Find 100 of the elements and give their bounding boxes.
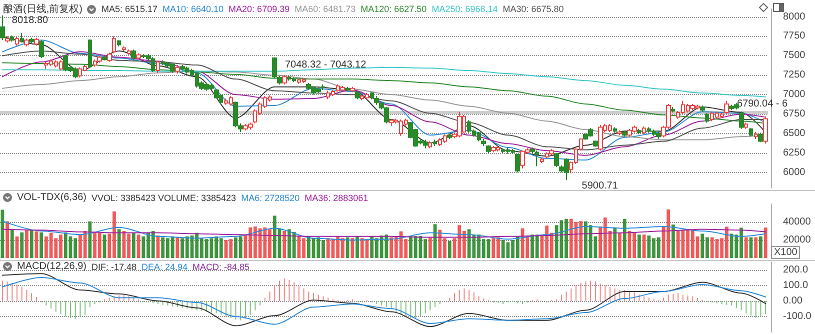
candlestick	[486, 144, 491, 154]
candlestick	[345, 86, 350, 92]
bar	[0, 210, 4, 258]
chart-title: VOL-TDX(6,36)	[17, 192, 86, 203]
candlestick	[24, 38, 29, 47]
y-tick-label: 6750	[783, 108, 806, 120]
text: MA20: 6709.39	[228, 4, 290, 14]
bar	[448, 240, 452, 258]
candlestick	[102, 55, 107, 61]
candlestick	[617, 130, 622, 136]
y-tick-label: 200.0	[783, 264, 808, 276]
text: MA6: 2728520	[241, 192, 300, 202]
candlestick	[15, 36, 19, 46]
text: DIF: -17.48	[91, 262, 136, 272]
y-tick-label: 0.00	[783, 295, 803, 306]
candlestick	[282, 74, 287, 85]
candlestick	[175, 64, 180, 74]
band-label: 6790.04 - 6	[737, 98, 788, 110]
candlestick	[540, 157, 544, 164]
y-tick-label: 6250	[783, 147, 806, 158]
bar	[282, 231, 286, 258]
candlestick	[637, 128, 641, 135]
chart-title: MACD(12,26,9)	[17, 261, 86, 272]
chart-title: 酿酒(日线,前复权)	[3, 2, 82, 16]
y-tick-label: 6000	[783, 166, 806, 178]
candlestick	[117, 40, 121, 47]
candlestick	[744, 122, 748, 130]
text: MA30: 6675.80	[502, 4, 564, 14]
candlestick	[433, 139, 437, 146]
bar	[30, 230, 34, 258]
line-series	[2, 228, 766, 238]
candlestick	[724, 100, 729, 115]
candlestick	[389, 119, 394, 126]
bar	[613, 227, 617, 258]
bar	[672, 224, 675, 258]
bar	[40, 232, 44, 258]
candlestick	[5, 36, 10, 43]
y-tick-label: 8000	[783, 11, 806, 22]
bar	[618, 232, 622, 258]
candlestick	[598, 124, 603, 152]
bar	[642, 234, 646, 258]
bar	[759, 236, 762, 258]
text: MA250: 6968.14	[432, 4, 498, 14]
bar	[356, 236, 359, 258]
bar	[764, 228, 768, 258]
band-label: 7048.32 - 7043.12	[285, 59, 367, 70]
candlestick	[749, 128, 753, 138]
bar	[637, 234, 641, 258]
candlestick	[97, 55, 102, 64]
candlestick	[156, 60, 160, 74]
y-tick-label: 6500	[783, 128, 806, 140]
annotation: 8018.80	[12, 14, 49, 26]
y-tick-label: 20000	[783, 234, 812, 246]
y-tick-label: 7250	[783, 70, 806, 81]
candlestick	[122, 46, 126, 52]
bar	[10, 230, 14, 258]
bar	[428, 238, 432, 258]
bar	[117, 229, 121, 258]
candlestick	[20, 32, 24, 43]
candlestick	[0, 14, 5, 41]
y-tick-label: 100.0	[783, 280, 808, 291]
candlestick	[622, 130, 627, 138]
candlestick	[656, 130, 661, 140]
candlestick	[428, 140, 432, 149]
bar	[754, 237, 758, 258]
y-tick-label: 7500	[783, 50, 806, 62]
candlestick	[642, 126, 646, 135]
candlestick	[593, 140, 598, 148]
candlestick	[355, 90, 360, 100]
bar	[350, 238, 354, 258]
text: DEA: 24.94	[142, 262, 188, 272]
candlestick	[754, 131, 758, 140]
bar	[88, 221, 92, 258]
candlestick	[277, 75, 282, 85]
y-tick-label: 7000	[783, 89, 806, 100]
candlestick	[554, 152, 559, 168]
bar	[622, 218, 626, 258]
candlestick	[39, 40, 44, 59]
candlestick	[613, 126, 617, 134]
y-tick-label: 40000	[783, 216, 812, 228]
bar	[744, 237, 748, 258]
bar	[132, 232, 136, 258]
bar	[25, 230, 28, 258]
candlestick	[350, 86, 355, 93]
candlestick	[370, 92, 374, 100]
bar	[6, 221, 9, 258]
bar	[176, 237, 180, 258]
candlestick	[515, 153, 520, 173]
candlestick	[127, 48, 131, 56]
candlestick	[491, 145, 496, 153]
y-axis-title: X100	[771, 246, 800, 259]
candlestick	[107, 52, 112, 62]
text: MA120: 6627.50	[360, 4, 427, 14]
candlestick	[180, 64, 185, 71]
candlestick	[29, 37, 34, 45]
text: MA5: 6515.17	[101, 4, 158, 14]
candlestick	[131, 48, 136, 60]
line-series	[2, 66, 766, 98]
line-series	[2, 220, 766, 240]
candlestick	[763, 116, 768, 144]
